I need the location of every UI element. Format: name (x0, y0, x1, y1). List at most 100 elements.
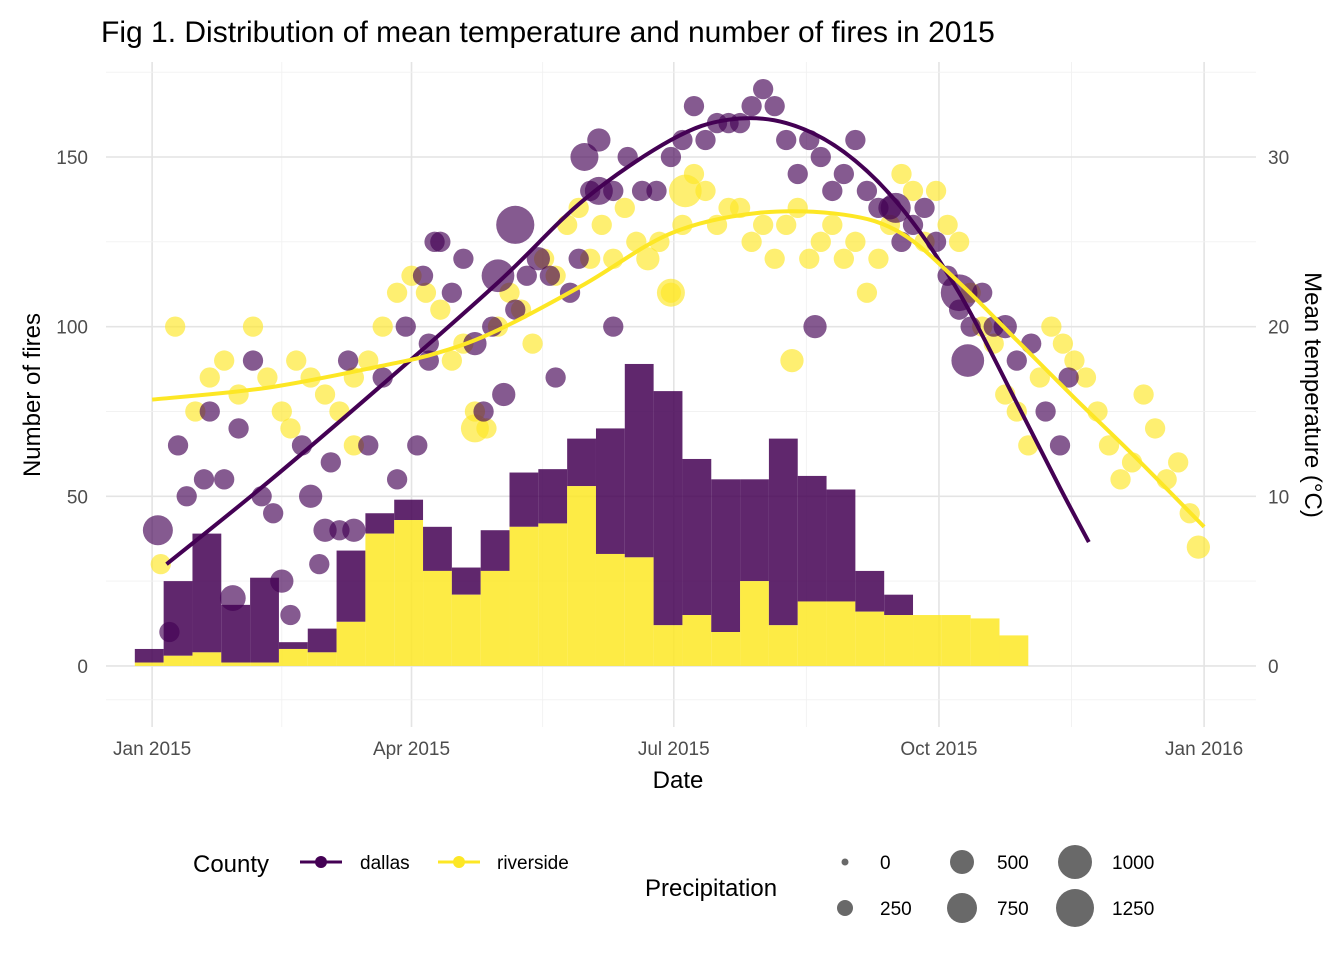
y-tick-label: 150 (56, 148, 88, 169)
point-dallas (299, 484, 323, 508)
bar-riverside (567, 486, 596, 666)
y2-tick-label: 0 (1268, 657, 1279, 678)
point-dallas (492, 382, 516, 407)
bar-riverside (192, 652, 222, 666)
bar-riverside (451, 594, 481, 666)
point-riverside (214, 350, 235, 371)
point-dallas (951, 344, 985, 377)
point-riverside (776, 214, 797, 235)
point-dallas (167, 435, 189, 456)
legend-precip-750-label: 750 (997, 899, 1029, 920)
point-dallas (358, 435, 379, 456)
point-riverside (822, 214, 843, 235)
y2-tick-label: 20 (1268, 318, 1289, 339)
point-riverside (1186, 535, 1210, 559)
point-riverside (787, 197, 808, 219)
bar-dallas (624, 363, 654, 558)
bar-dallas (394, 499, 424, 521)
bar-riverside (278, 648, 308, 666)
point-riverside (228, 384, 249, 405)
point-dallas (1035, 401, 1056, 422)
x-tick-label: Apr 2015 (373, 739, 450, 760)
bar-dallas (423, 526, 452, 571)
point-riverside (185, 401, 206, 422)
point-riverside (430, 299, 451, 320)
point-riverside (902, 180, 924, 202)
legend-precip-250 (837, 900, 853, 916)
point-riverside (372, 316, 393, 337)
smooth-line-riverside (151, 209, 1206, 529)
point-riverside (948, 231, 970, 252)
point-dallas (263, 503, 284, 524)
chart-title: Fig 1. Distribution of mean temperature … (101, 16, 995, 49)
bar-riverside (941, 615, 971, 666)
bar-dallas (278, 642, 308, 649)
x-tick-label: Jan 2015 (113, 739, 191, 760)
point-riverside (668, 174, 702, 208)
legend-precip-250-label: 250 (880, 899, 912, 920)
point-riverside (314, 384, 336, 405)
point-riverside (937, 214, 958, 235)
point-dallas (1021, 333, 1042, 354)
point-dallas (320, 452, 341, 473)
bar-riverside (163, 655, 193, 666)
point-riverside (636, 247, 660, 271)
point-riverside (242, 316, 264, 337)
point-riverside (522, 333, 543, 354)
point-riverside (329, 401, 350, 422)
point-dallas (660, 146, 682, 168)
point-riverside (614, 197, 635, 219)
point-riverside (780, 348, 804, 373)
bar-riverside (913, 615, 942, 666)
point-dallas (407, 435, 428, 456)
legend-county-title: County (193, 851, 269, 878)
point-dallas (914, 197, 935, 219)
point-riverside (568, 197, 589, 219)
bar-dallas (855, 570, 885, 612)
y-tick-label: 0 (77, 657, 88, 678)
point-dallas (880, 192, 911, 223)
bar-dallas (768, 438, 798, 626)
point-dallas (776, 129, 797, 151)
legend-precip-0 (841, 858, 849, 866)
bar-riverside (307, 652, 337, 666)
bar-dallas (163, 581, 193, 656)
bar-riverside (365, 533, 395, 666)
bar-dallas (538, 469, 568, 524)
temperature-points (142, 79, 1210, 643)
point-dallas (219, 585, 246, 611)
legend-precip-750 (947, 893, 977, 923)
point-riverside (1064, 350, 1085, 371)
point-dallas (505, 299, 526, 320)
point-riverside (1052, 333, 1074, 354)
y2-tick-label: 30 (1268, 148, 1289, 169)
legend-precip-1000 (1058, 845, 1092, 879)
bar-dallas (740, 479, 769, 582)
legend-precip-1000-label: 1000 (1112, 853, 1154, 874)
point-dallas (412, 265, 434, 286)
bar-riverside (336, 621, 366, 666)
legend-dallas-label: dallas (360, 853, 410, 874)
bar-riverside (711, 632, 741, 666)
y-axis-title: Number of fires (19, 313, 46, 477)
point-riverside (1110, 469, 1131, 490)
point-dallas (342, 518, 366, 542)
point-dallas (496, 205, 535, 244)
point-dallas (337, 350, 359, 371)
point-riverside (199, 367, 220, 388)
bar-dallas (221, 604, 251, 663)
point-riverside (1041, 316, 1062, 337)
bar-riverside (999, 635, 1029, 666)
bar-dallas (826, 489, 856, 602)
legend-precip-1250-label: 1250 (1112, 899, 1154, 920)
legend-riverside-label: riverside (497, 853, 569, 874)
point-dallas (856, 180, 878, 202)
bar-dallas (567, 438, 596, 487)
bar-riverside (250, 662, 279, 666)
legend-riverside-dot (453, 856, 465, 868)
point-dallas (646, 180, 667, 202)
point-dallas (242, 350, 264, 371)
legend-precip-0-label: 0 (880, 853, 891, 874)
bar-dallas (336, 550, 366, 622)
bar-dallas (480, 530, 510, 571)
